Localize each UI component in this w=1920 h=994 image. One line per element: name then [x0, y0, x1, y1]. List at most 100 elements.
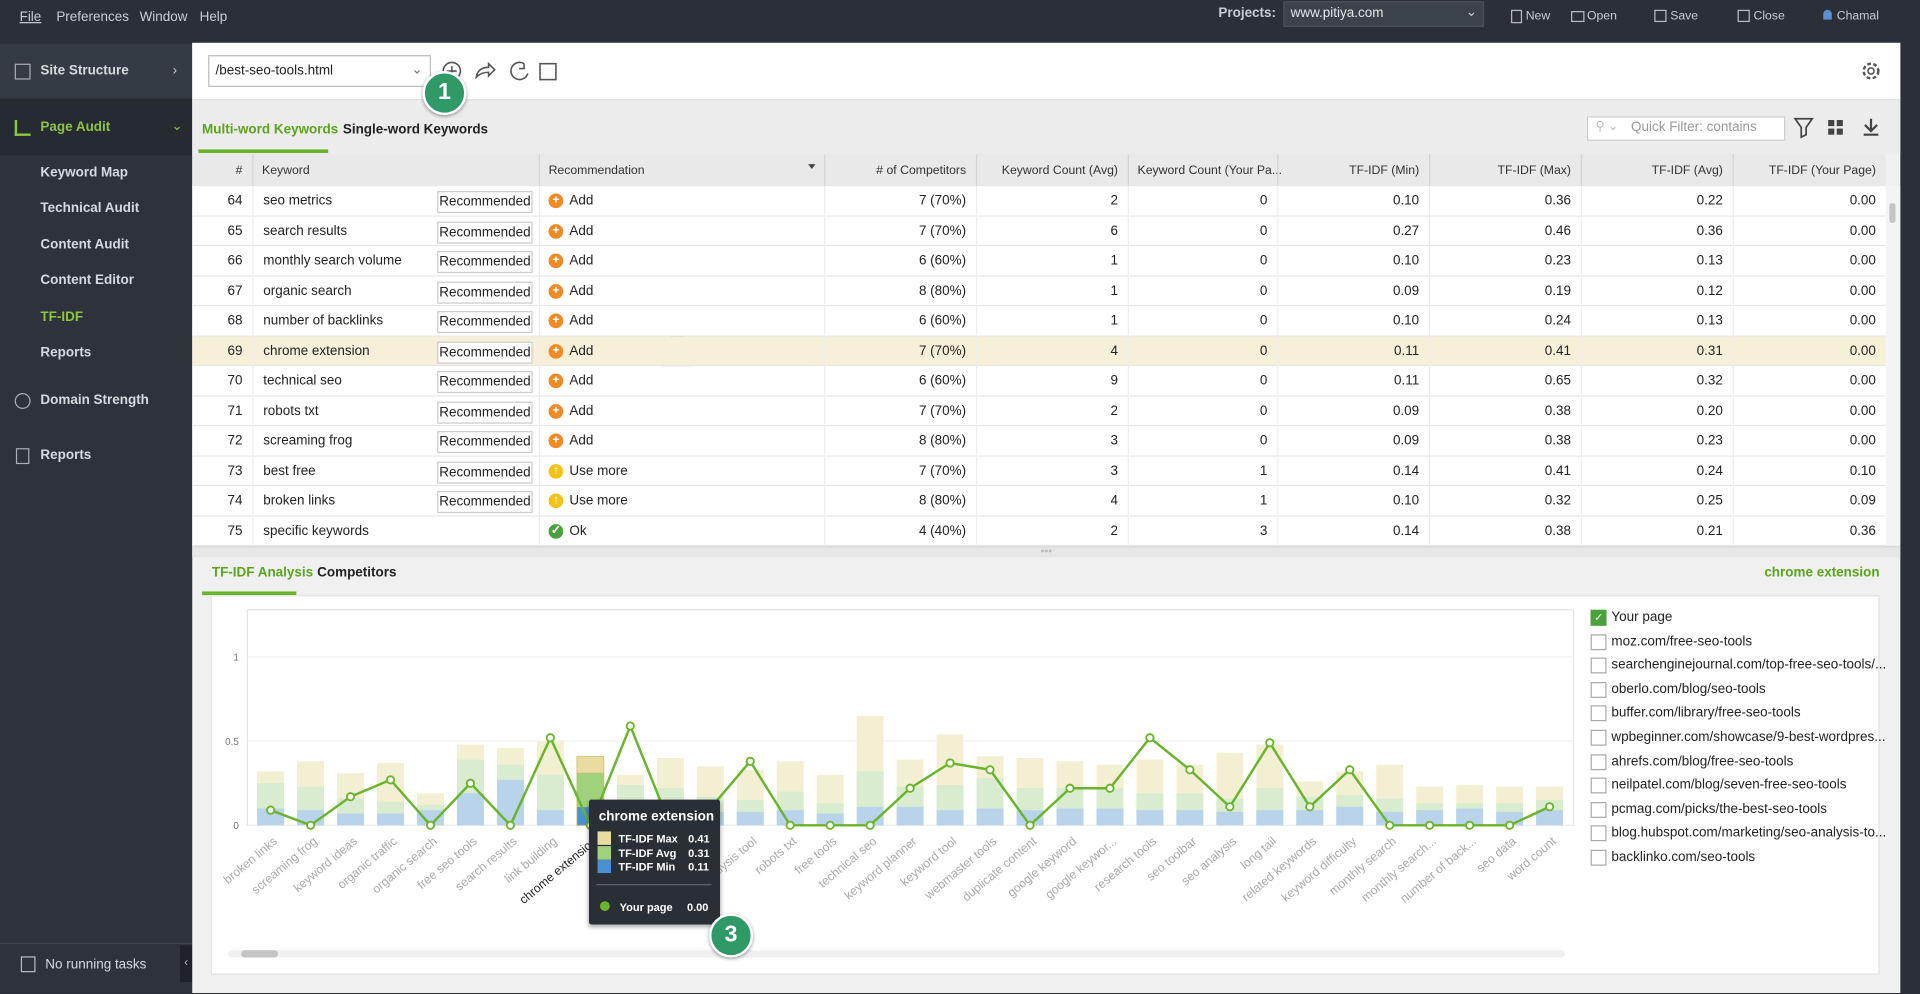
legend-checkbox[interactable]: ✓ — [1590, 609, 1607, 626]
legend-label[interactable]: buffer.com/library/free-seo-tools — [1611, 705, 1801, 721]
legend-checkbox[interactable] — [1590, 729, 1607, 746]
legend-label[interactable]: blog.hubspot.com/marketing/seo-analysis-… — [1611, 825, 1887, 841]
schedule-icon[interactable] — [539, 62, 557, 81]
column-header[interactable]: # — [235, 164, 243, 178]
column-header[interactable]: TF-IDF (Avg) — [1651, 164, 1723, 178]
tab[interactable]: Multi-word Keywords — [202, 122, 339, 138]
filter-icon[interactable] — [1793, 117, 1814, 139]
table-cell: 8 (80%) — [918, 493, 967, 509]
sidebar-item[interactable]: Reports — [40, 345, 92, 361]
tab[interactable]: TF-IDF Analysis — [211, 565, 314, 581]
table-row[interactable] — [192, 516, 1886, 547]
column-header[interactable]: Keyword Count (Your Pa... — [1137, 164, 1283, 178]
your-page-point — [1425, 820, 1435, 830]
column-header[interactable]: Keyword — [262, 164, 310, 178]
legend-checkbox[interactable] — [1590, 705, 1607, 722]
badge-label: Recommended — [437, 251, 533, 274]
sidebar-label[interactable]: Domain Strength — [40, 393, 149, 408]
chart-scrollbar[interactable] — [227, 950, 1565, 958]
scroll-thumb[interactable] — [241, 950, 278, 958]
column-header[interactable]: TF-IDF (Max) — [1497, 164, 1572, 178]
legend-checkbox[interactable] — [1590, 633, 1607, 650]
grid-icon[interactable] — [1828, 120, 1835, 127]
legend-label[interactable]: pcmag.com/picks/the-best-seo-tools — [1611, 801, 1828, 817]
cell-divider — [975, 216, 978, 247]
cell-divider — [1428, 426, 1431, 457]
splitter[interactable]: ••• — [192, 546, 1901, 558]
refresh-icon[interactable] — [510, 61, 529, 81]
table-cell: 7 (70%) — [918, 403, 967, 419]
url-select[interactable] — [208, 55, 432, 87]
legend-checkbox[interactable] — [1590, 657, 1607, 674]
legend-checkbox[interactable] — [1590, 753, 1607, 770]
toolbar-button[interactable]: New — [1525, 9, 1551, 24]
your-page-point — [1505, 820, 1515, 830]
sidebar-item[interactable]: Technical Audit — [40, 201, 140, 216]
sidebar-label[interactable]: Reports — [40, 448, 92, 463]
column-header[interactable]: Recommendation — [548, 164, 645, 178]
legend-checkbox[interactable] — [1590, 681, 1607, 698]
column-header[interactable]: Keyword Count (Avg) — [1001, 164, 1118, 178]
legend-checkbox[interactable] — [1590, 777, 1607, 794]
cell-divider — [1580, 456, 1583, 487]
table-cell: 1 — [1110, 313, 1118, 329]
legend-label[interactable]: moz.com/free-seo-tools — [1611, 633, 1753, 649]
tooltip-swatch — [597, 859, 612, 874]
sidebar-section[interactable] — [0, 99, 193, 156]
cell-divider — [538, 426, 541, 457]
menu-item[interactable]: Preferences — [56, 9, 129, 25]
column-header[interactable]: TF-IDF (Your Page) — [1768, 164, 1876, 178]
cell-divider — [975, 336, 978, 367]
toolbar-button[interactable]: Chamal — [1836, 9, 1879, 24]
legend-label[interactable]: wpbeginner.com/showcase/9-best-wordpres.… — [1611, 729, 1886, 745]
sidebar — [0, 42, 193, 994]
scroll-thumb[interactable] — [1889, 203, 1896, 223]
cell-divider — [975, 246, 978, 277]
sidebar-section[interactable] — [0, 44, 193, 98]
rec-icon: ↑ — [548, 463, 564, 479]
table-scrollbar[interactable] — [1885, 186, 1901, 545]
sidebar-item[interactable]: Keyword Map — [40, 165, 128, 181]
collapse-button[interactable]: ‹ — [180, 945, 193, 983]
menu-item[interactable]: Window — [139, 9, 188, 25]
project-select[interactable] — [1283, 1, 1485, 27]
menu-item[interactable]: File — [19, 9, 42, 25]
table-cell: 67 — [227, 283, 243, 299]
bar — [337, 813, 365, 826]
column-header[interactable]: TF-IDF (Min) — [1349, 164, 1420, 178]
icon — [14, 393, 31, 409]
badge-label: Recommended — [437, 191, 533, 214]
legend-label[interactable]: neilpatel.com/blog/seven-free-seo-tools — [1611, 777, 1847, 793]
sidebar-item[interactable]: Content Editor — [40, 273, 134, 288]
legend-label[interactable]: Your page — [1611, 609, 1673, 625]
settings-icon[interactable] — [1859, 59, 1883, 83]
tab[interactable]: Single-word Keywords — [342, 122, 489, 138]
toolbar-button[interactable]: Save — [1670, 9, 1699, 24]
legend-label[interactable]: oberlo.com/blog/seo-tools — [1611, 681, 1766, 697]
table-cell: 0.23 — [1696, 433, 1723, 449]
sidebar-item[interactable]: TF-IDF — [40, 309, 84, 324]
legend-label[interactable]: ahrefs.com/blog/free-seo-tools — [1611, 753, 1794, 769]
legend-checkbox[interactable] — [1590, 825, 1607, 842]
table-cell: 0.00 — [1849, 343, 1876, 359]
tab[interactable]: Competitors — [317, 565, 397, 581]
column-header[interactable]: # of Competitors — [876, 164, 967, 178]
quick-filter[interactable] — [1586, 116, 1786, 141]
legend-checkbox[interactable] — [1590, 801, 1607, 818]
sidebar-item[interactable]: Content Audit — [40, 237, 129, 252]
legend-label[interactable]: backlinko.com/seo-tools — [1611, 849, 1756, 865]
download-icon[interactable] — [1863, 118, 1879, 136]
table-cell: Use more — [569, 493, 628, 509]
toolbar-button[interactable]: Close — [1753, 9, 1785, 24]
menu-item[interactable]: Help — [199, 9, 228, 25]
badge-label: Recommended — [437, 491, 533, 514]
toolbar-button[interactable]: Open — [1586, 9, 1617, 24]
share-icon[interactable] — [475, 61, 496, 80]
legend-label[interactable]: searchenginejournal.com/top-free-seo-too… — [1611, 657, 1887, 673]
cell-divider — [824, 306, 826, 337]
cell-divider — [1732, 426, 1734, 457]
your-page-point — [385, 775, 396, 785]
cell-divider — [252, 516, 254, 547]
table-cell: Use more — [569, 463, 628, 479]
legend-checkbox[interactable] — [1590, 849, 1607, 866]
